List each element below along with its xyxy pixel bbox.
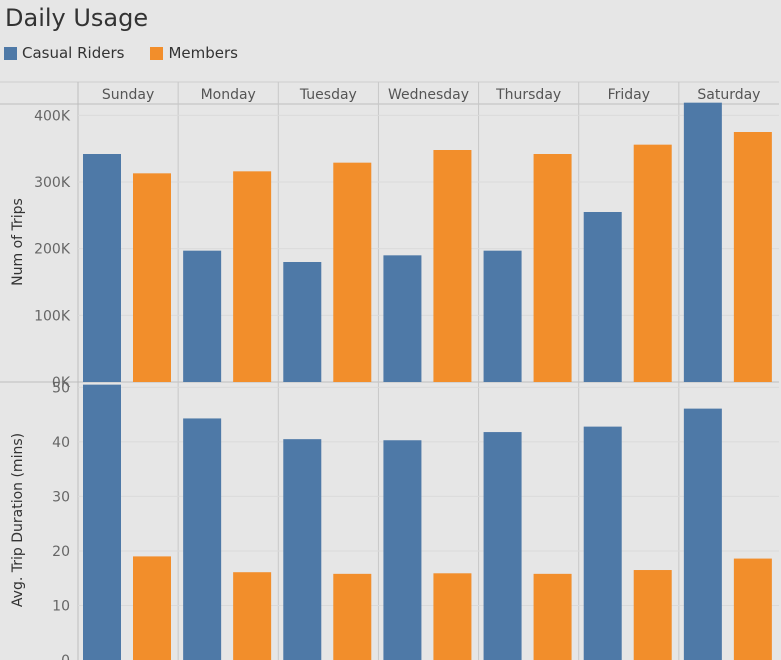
y-tick-label: 200K	[34, 242, 71, 258]
bar-casual-monday[interactable]	[183, 418, 222, 660]
column-header-monday: Monday	[201, 87, 256, 103]
bar-member-sunday[interactable]	[133, 556, 171, 660]
bar-casual-tuesday[interactable]	[283, 439, 322, 660]
y-tick-label: 300K	[34, 175, 71, 191]
bar-member-tuesday[interactable]	[333, 162, 372, 382]
legend-swatch-members	[150, 46, 164, 60]
bar-member-friday[interactable]	[633, 144, 672, 382]
bar-casual-tuesday[interactable]	[283, 262, 322, 382]
bar-casual-wednesday[interactable]	[383, 440, 422, 660]
bar-casual-sunday[interactable]	[83, 154, 121, 382]
bar-casual-thursday[interactable]	[483, 432, 522, 660]
y-tick-label: 40	[52, 435, 70, 451]
column-header-thursday: Thursday	[495, 87, 561, 103]
bar-casual-saturday[interactable]	[683, 408, 722, 660]
y-tick-label: 400K	[34, 108, 71, 124]
bar-casual-friday[interactable]	[583, 212, 622, 382]
bar-member-monday[interactable]	[233, 171, 272, 382]
y-tick-label: 100K	[34, 308, 71, 324]
bar-member-wednesday[interactable]	[433, 150, 472, 382]
legend-label-casual-riders: Casual Riders	[22, 44, 125, 62]
bar-casual-wednesday[interactable]	[383, 255, 422, 382]
y-axis-title: Avg. Trip Duration (mins)	[10, 433, 26, 607]
chart-title: Daily Usage	[5, 4, 149, 32]
column-header-sunday: Sunday	[102, 87, 154, 103]
legend-item-casual-riders[interactable]: Casual Riders	[4, 44, 124, 62]
bar-member-thursday[interactable]	[533, 573, 572, 660]
y-tick-label: 30	[52, 489, 70, 505]
y-tick-label: 0K	[52, 375, 71, 391]
column-header-tuesday: Tuesday	[299, 87, 357, 103]
bar-member-thursday[interactable]	[533, 154, 572, 382]
column-header-friday: Friday	[608, 87, 650, 103]
legend-item-members[interactable]: Members	[150, 44, 238, 62]
y-tick-label: 50	[52, 380, 70, 396]
y-tick-label: 20	[52, 544, 70, 560]
bar-member-saturday[interactable]	[733, 132, 772, 382]
bar-member-friday[interactable]	[633, 570, 672, 660]
y-tick-label: 0	[61, 653, 70, 660]
legend-swatch-casual-riders	[4, 46, 17, 60]
bar-casual-sunday[interactable]	[83, 384, 121, 660]
legend: Casual Riders Members	[4, 44, 264, 62]
bar-member-tuesday[interactable]	[333, 573, 372, 660]
column-header-saturday: Saturday	[697, 87, 760, 103]
bar-member-saturday[interactable]	[733, 558, 772, 660]
column-header-wednesday: Wednesday	[388, 87, 469, 103]
bar-casual-monday[interactable]	[183, 250, 222, 382]
bar-casual-thursday[interactable]	[483, 250, 522, 382]
y-axis-title: Num of Trips	[10, 198, 26, 286]
bar-member-wednesday[interactable]	[433, 573, 472, 660]
bar-member-monday[interactable]	[233, 572, 272, 660]
bar-casual-saturday[interactable]	[683, 102, 722, 383]
y-tick-label: 10	[52, 598, 70, 614]
bar-member-sunday[interactable]	[133, 173, 171, 382]
bar-casual-friday[interactable]	[583, 426, 622, 660]
legend-label-members: Members	[168, 44, 238, 62]
